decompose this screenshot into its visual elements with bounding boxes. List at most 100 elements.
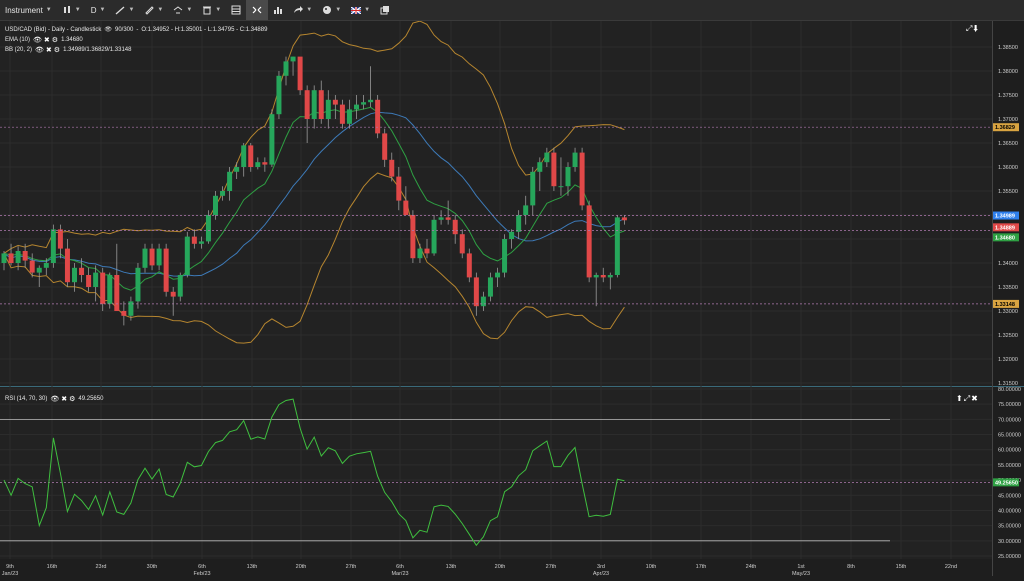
candle-body (361, 102, 367, 105)
candle (255, 157, 261, 170)
candle (107, 272, 113, 309)
ema-legend: EMA (10) 👁 ✖ ⚙ 1.34680 (5, 36, 83, 44)
price-tag-text: 1.34680 (995, 235, 1015, 241)
candle-body (57, 229, 63, 249)
popout-button[interactable] (375, 0, 395, 20)
candle-body (220, 191, 226, 196)
candle-body (607, 275, 613, 278)
candle-body (170, 291, 176, 297)
rsi-tick-label: 70.00000 (998, 417, 1021, 423)
chevron-down-icon: ▼ (306, 7, 313, 13)
candle-body (375, 99, 381, 134)
price-tick-label: 1.32000 (998, 357, 1018, 363)
eye-icon[interactable]: 👁 (104, 27, 112, 33)
candle (304, 85, 310, 143)
candle (572, 147, 578, 172)
chart-area[interactable]: 1.38500 1.38000 1.37500 1.37000 1.36500 1.360… (0, 20, 1024, 577)
chart-type-selector[interactable]: ▼ (57, 0, 86, 20)
drawing-tools-button[interactable]: ▼ (139, 0, 168, 20)
close-icon[interactable]: ✖ (43, 37, 50, 44)
candle-body (452, 219, 458, 235)
candle-body (198, 241, 204, 244)
eye-icon[interactable]: 👁 (33, 37, 42, 44)
expand-icon[interactable]: ⤢ (963, 394, 972, 403)
candle-body (473, 277, 479, 307)
delete-button[interactable]: ▼ (197, 0, 226, 20)
chevron-down-icon: ▼ (157, 7, 164, 13)
candle (198, 236, 204, 249)
candle-body (382, 133, 388, 160)
candle (72, 263, 77, 292)
close-icon[interactable]: ✖ (971, 394, 979, 403)
gear-icon[interactable]: ⚙ (51, 37, 59, 44)
candle-body (22, 251, 28, 261)
candle-body (107, 275, 113, 304)
candle (184, 231, 190, 278)
candle (1, 251, 7, 271)
candle (396, 167, 402, 211)
bb-middle-line (3, 111, 625, 277)
candle (600, 267, 606, 283)
interval-label: D (90, 5, 97, 15)
x-tick-label: 30th (147, 564, 158, 570)
candle (621, 215, 627, 225)
price-tick-label: 1.33000 (998, 309, 1018, 315)
arrow-up-icon[interactable]: ⬆ (956, 394, 964, 403)
close-icon[interactable]: ✖ (45, 47, 52, 54)
language-button[interactable]: ▼ (346, 0, 375, 20)
candle-body (368, 99, 374, 103)
price-tick-label: 1.32500 (998, 333, 1018, 339)
eye-icon[interactable]: 👁 (50, 396, 60, 403)
gear-icon[interactable]: ⚙ (69, 396, 76, 403)
price-tick-label: 1.37500 (998, 93, 1018, 99)
candle (502, 234, 508, 278)
arrow-down-icon[interactable]: ⬇ (973, 24, 980, 33)
drawing-lines-button[interactable]: ▼ (110, 0, 139, 20)
candle (403, 186, 409, 215)
chevron-down-icon: ▼ (128, 7, 135, 13)
candle-body (227, 171, 233, 191)
candle-body (276, 75, 282, 115)
candle-body (86, 275, 92, 287)
share-button[interactable]: ▼ (288, 0, 317, 20)
expand-icon[interactable]: ⤢ (966, 24, 974, 33)
instrument-selector[interactable]: Instrument ▼ (0, 0, 57, 20)
indicators-button[interactable] (268, 0, 288, 20)
candle-body (163, 248, 169, 292)
candle-body (572, 152, 578, 167)
price-tag (993, 223, 1019, 232)
candle (565, 162, 571, 196)
x-tick-label: 20th (296, 564, 307, 570)
candle-body (156, 248, 162, 266)
candle-body (262, 162, 268, 165)
layout-button[interactable] (226, 0, 246, 20)
candle (121, 301, 127, 326)
close-icon[interactable]: ✖ (61, 396, 68, 403)
candle-body (269, 114, 275, 165)
candle (50, 224, 56, 268)
candle-body (72, 267, 77, 283)
candle-body (79, 267, 85, 275)
x-tick-label: 24th (746, 564, 757, 570)
candle (276, 71, 282, 119)
eye-icon[interactable]: 👁 (35, 47, 44, 54)
interval-selector[interactable]: D ▼ (86, 0, 111, 20)
price-tag (993, 211, 1019, 220)
x-tick-label: 13th (247, 564, 258, 570)
crosshair-button[interactable] (246, 0, 269, 20)
bar-chart-icon (274, 7, 283, 14)
theme-button[interactable]: ▼ (317, 0, 346, 20)
candle (64, 239, 70, 287)
candle (473, 272, 479, 316)
shapes-button[interactable]: ▼ (168, 0, 197, 20)
price-tick-label: 1.33500 (998, 285, 1018, 291)
gear-icon[interactable]: ⚙ (53, 47, 61, 54)
candle (325, 90, 331, 129)
rsi-tag-text: 49.25650 (995, 480, 1018, 486)
toolbar: Instrument ▼ ▼ D ▼ ▼ ▼ ▼ ▼ ▼ ▼ (0, 0, 1024, 21)
chevron-down-icon: ▼ (364, 7, 371, 13)
candle-body (64, 248, 70, 283)
candle (262, 157, 268, 172)
price-pane-controls: ⤢⬇ (966, 24, 979, 34)
chart-canvas[interactable]: 1.38500 1.38000 1.37500 1.37000 1.36500 1.360… (0, 20, 1024, 577)
